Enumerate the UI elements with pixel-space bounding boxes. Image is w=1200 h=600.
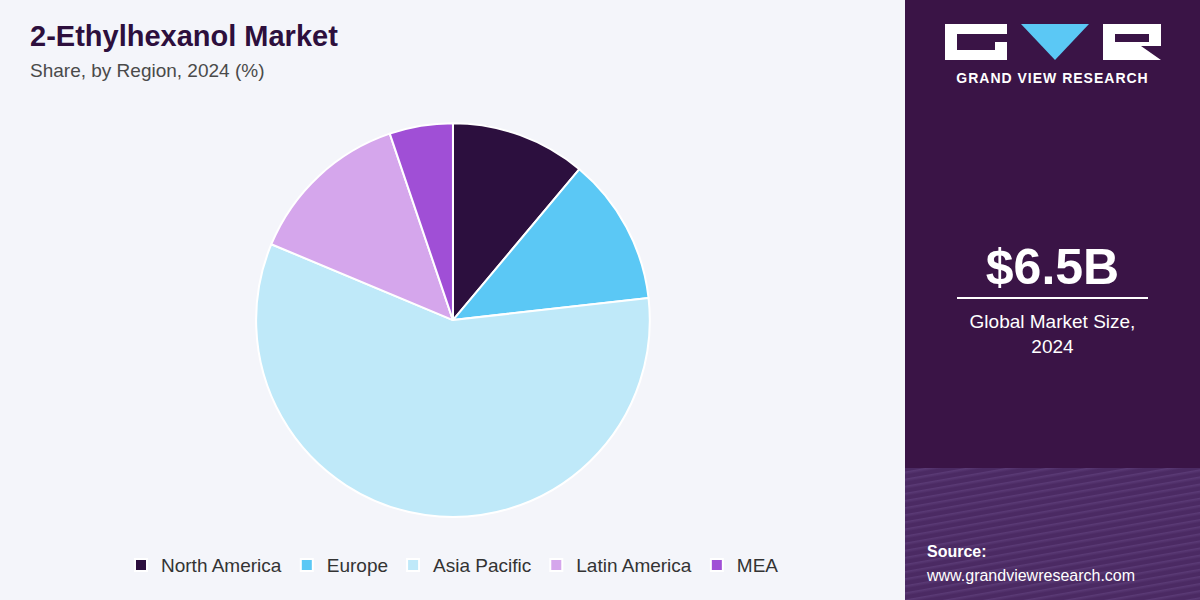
svg-text:North America: North America: [161, 555, 282, 576]
html-text:www.grandviewresearch.com: www.grandviewresearch.com: [927, 567, 1136, 584]
html-text:2-Ethylhexanol Market: 2-Ethylhexanol Market: [30, 20, 338, 52]
html-text:2024: 2024: [1031, 336, 1074, 357]
svg-text:MEA: MEA: [737, 555, 779, 576]
html-text:$6.5B: $6.5B: [985, 239, 1120, 295]
svg-text:Latin America: Latin America: [576, 555, 692, 576]
html-text:Global Market Size,: Global Market Size,: [969, 311, 1136, 332]
svg-text:Asia Pacific: Asia Pacific: [433, 555, 531, 576]
svg-text:Europe: Europe: [327, 555, 388, 576]
html-text:GRAND VIEW RESEARCH: GRAND VIEW RESEARCH: [956, 70, 1149, 86]
html-text:Source:: Source:: [927, 543, 987, 560]
html-text:Share, by Region, 2024 (%): Share, by Region, 2024 (%): [30, 60, 265, 81]
